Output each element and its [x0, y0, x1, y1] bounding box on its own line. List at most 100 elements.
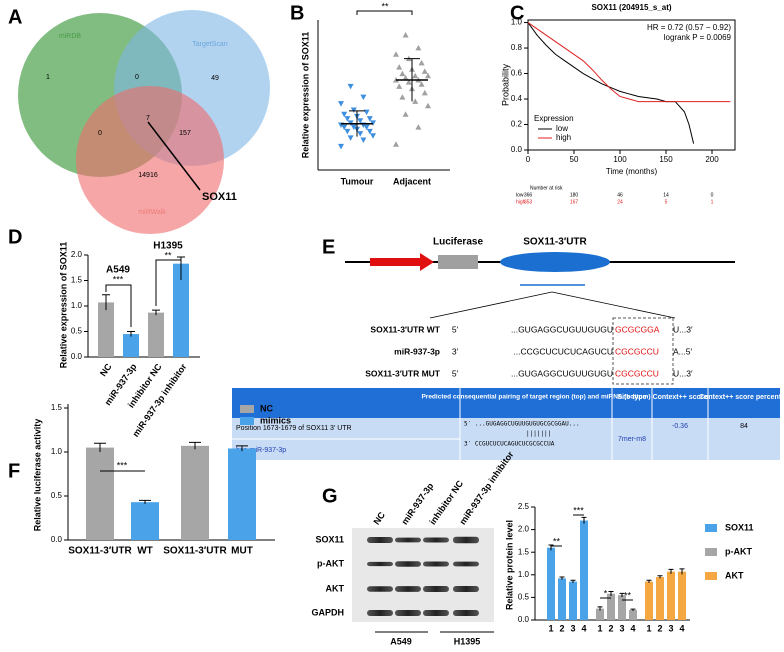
x-tick-label: 2: [657, 623, 662, 633]
seed-site: CGCGCCU: [615, 368, 659, 378]
table-cell: -0.36: [672, 423, 688, 430]
error-bar: [597, 606, 603, 611]
utr-label: SOX11-3′UTR: [523, 237, 587, 248]
region-count: 157: [179, 130, 191, 137]
hr: HR = 0.72 (0.57 − 0.92): [647, 23, 731, 32]
error-bar: [189, 441, 201, 450]
y-tick-label: 0.6: [511, 69, 523, 78]
y-tick-label: 0.5: [71, 327, 83, 336]
data-point: [338, 143, 344, 150]
data-point: [402, 111, 409, 117]
bar: [173, 263, 189, 357]
region-count: 1: [46, 74, 50, 81]
data-point: [341, 124, 348, 131]
x-tick-label: Adjacent: [393, 176, 431, 186]
bar: [181, 445, 209, 540]
x-tick-label: 1: [646, 623, 651, 633]
data-point: [415, 44, 422, 51]
data-point: [360, 137, 367, 143]
table-header: [232, 388, 780, 418]
band: [395, 586, 421, 592]
table-header-cell: Predicted consequential pairing of targe…: [421, 394, 650, 401]
region-count: 0: [135, 74, 139, 81]
y-tick-label: 0.0: [518, 615, 530, 624]
y-tick-label: 0.8: [511, 43, 523, 52]
table-header-cell: Context++ score: [653, 394, 708, 401]
data-point: [412, 72, 419, 79]
risk-title: Number at risk: [530, 185, 563, 191]
bar: [558, 578, 566, 620]
band: [395, 561, 421, 567]
y-tick-label: 1.0: [51, 447, 63, 456]
bar: [596, 608, 604, 620]
data-point: [341, 111, 348, 118]
utr-box: [500, 252, 610, 272]
y-tick-label: 0.0: [71, 352, 83, 361]
x-tick-label: 1: [548, 623, 553, 633]
data-point: [399, 94, 406, 100]
data-point: [421, 89, 428, 96]
bar: [547, 547, 555, 620]
region-count: 7: [146, 115, 150, 122]
y-axis-label: Probability: [500, 63, 510, 106]
data-point: [338, 101, 344, 107]
data-point: [405, 79, 412, 85]
seed-site: GCGCGGA: [615, 324, 660, 334]
bar: [123, 334, 139, 357]
km-curve: [527, 22, 731, 103]
seed-box: [612, 317, 674, 385]
legend-swatch: [240, 405, 254, 413]
risk-count: 167: [570, 199, 579, 205]
x-tick-label: 3: [619, 623, 624, 633]
error-bar: [679, 568, 685, 575]
legend-label: low: [556, 124, 568, 133]
y-tick-label: 0.5: [518, 593, 530, 602]
y-tick-label: 1.5: [71, 276, 83, 285]
risk-count: 46: [617, 192, 623, 198]
band: [423, 586, 449, 592]
sequence: ...CCGCUCUCUCAGUCU: [513, 346, 613, 356]
panel-label: E: [322, 236, 335, 258]
y-tick-label: 1.0: [71, 301, 83, 310]
error-bar: [619, 592, 625, 597]
data-point: [418, 81, 425, 87]
risk-count: 0: [711, 192, 714, 198]
sequence-end: 5′: [452, 324, 459, 334]
band: [453, 610, 479, 616]
data-point: [344, 116, 351, 122]
cell-label: A549: [390, 636, 412, 646]
x-tick-label: 3: [570, 623, 575, 633]
sequence-name: SOX11-3′UTR WT: [370, 324, 440, 334]
bar: [569, 581, 577, 620]
band: [453, 561, 479, 567]
data-point: [412, 98, 419, 104]
target-label: SOX11: [202, 191, 237, 203]
error-bar: [646, 579, 652, 583]
table-cell: hsa-miR-937-3p: [236, 447, 286, 454]
error-bar: [349, 110, 365, 137]
error-bar: [608, 591, 614, 597]
panel-label: F: [8, 460, 20, 482]
y-tick-label: 2.0: [71, 250, 83, 259]
y-axis-label: Relative luciferase activity: [32, 419, 42, 532]
risk-row-label: high: [516, 199, 526, 205]
risk-count: 24: [617, 199, 623, 205]
data-point: [402, 32, 409, 38]
error-bar: [152, 309, 160, 316]
data-point: [399, 70, 406, 77]
data-point: [360, 94, 367, 101]
table-cell: 5′ ...GUGAGGCUGUUGUGUGCGCGGAU...: [464, 421, 580, 428]
y-tick-label: 0.4: [511, 94, 523, 103]
error-bar: [630, 608, 636, 611]
blot-background: [352, 528, 494, 622]
panel-label: A: [8, 6, 22, 28]
region-count: 49: [211, 75, 219, 82]
zoom-line: [429, 291, 553, 319]
risk-count: 1: [711, 199, 714, 205]
data-point: [347, 83, 354, 90]
x-tick-label: 50: [570, 155, 579, 164]
y-tick-label: 2.5: [518, 502, 530, 511]
legend-swatch: [705, 572, 717, 580]
panel-label: G: [322, 485, 338, 507]
